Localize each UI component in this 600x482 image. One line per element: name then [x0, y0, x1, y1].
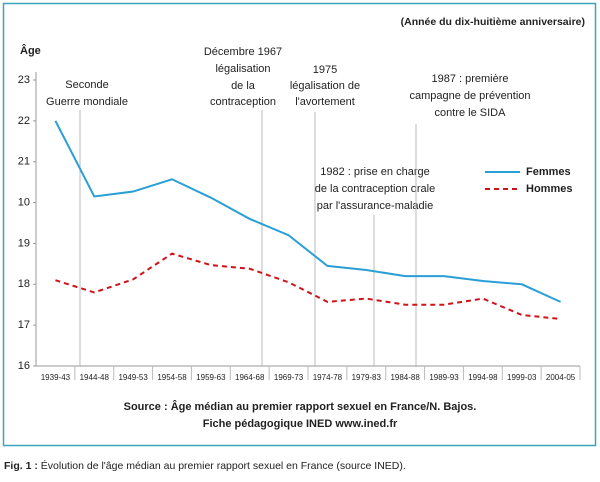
y-tick-label: 21 [18, 156, 30, 168]
x-tick-label: 1954-58 [157, 373, 187, 382]
annotation: de la contraception orale [315, 183, 435, 195]
y-tick-label: 18 [18, 278, 30, 290]
annotation: l'avortement [295, 96, 355, 108]
caption: Fig. 1 : Évolution de l'âge médian au pr… [4, 460, 406, 472]
x-tick-label: 1944-48 [80, 373, 110, 382]
x-tick-label: 2004-05 [546, 373, 576, 382]
x-tick-label: 1999-03 [507, 373, 537, 382]
chart-title: (Année du dix-huitième anniversaire) [401, 16, 585, 28]
annotation: Seconde [65, 79, 108, 91]
annotation: par l'assurance-maladie [317, 200, 433, 212]
y-tick-label: 23 [18, 74, 30, 86]
y-tick-label: 19 [18, 237, 30, 249]
x-tick-label: 1959-63 [196, 373, 226, 382]
x-tick-label: 1939-43 [41, 373, 71, 382]
series-line [54, 120, 561, 303]
x-tick-label: 1994-98 [468, 373, 498, 382]
annotation: Guerre mondiale [46, 96, 128, 108]
legend-label: Hommes [526, 183, 572, 195]
x-tick-label: 1984-88 [390, 373, 420, 382]
y-axis-label: Âge [20, 44, 41, 57]
annotation: 1987 : première [431, 73, 508, 85]
x-tick-label: 1989-93 [429, 373, 459, 382]
series-line [55, 252, 561, 321]
annotation: campagne de prévention [409, 90, 530, 102]
source: Fiche pédagogique INED www.ined.fr [203, 418, 398, 430]
x-tick-label: 1979-83 [352, 373, 382, 382]
x-tick-label: 1949-53 [118, 373, 148, 382]
y-tick-label: 10 [18, 196, 30, 208]
x-tick-label: 1969-73 [274, 373, 304, 382]
annotation: Décembre 1967 [204, 46, 282, 58]
source: Source : Âge médian au premier rapport s… [124, 400, 477, 413]
y-tick-label: 16 [18, 360, 30, 372]
x-tick-label: 1974-78 [313, 373, 343, 382]
annotation: 1982 : prise en charge [320, 166, 429, 178]
legend-label: Femmes [526, 166, 571, 178]
annotation: de la [231, 80, 256, 92]
y-tick-label: 17 [18, 319, 30, 331]
annotation: contre le SIDA [435, 107, 507, 119]
chart: (Année du dix-huitième anniversaire) Âge… [2, 2, 597, 447]
frame [2, 2, 597, 447]
annotation: contraception [210, 96, 276, 108]
annotation: 1975 [313, 64, 337, 76]
caption-text: Évolution de l'âge médian au premier rap… [40, 460, 406, 472]
y-tick-label: 22 [18, 115, 30, 127]
annotation: légalisation de [290, 80, 360, 92]
x-tick-label: 1964-68 [235, 373, 265, 382]
annotation: légalisation [215, 63, 270, 75]
caption-label: Fig. 1 : [4, 460, 38, 472]
